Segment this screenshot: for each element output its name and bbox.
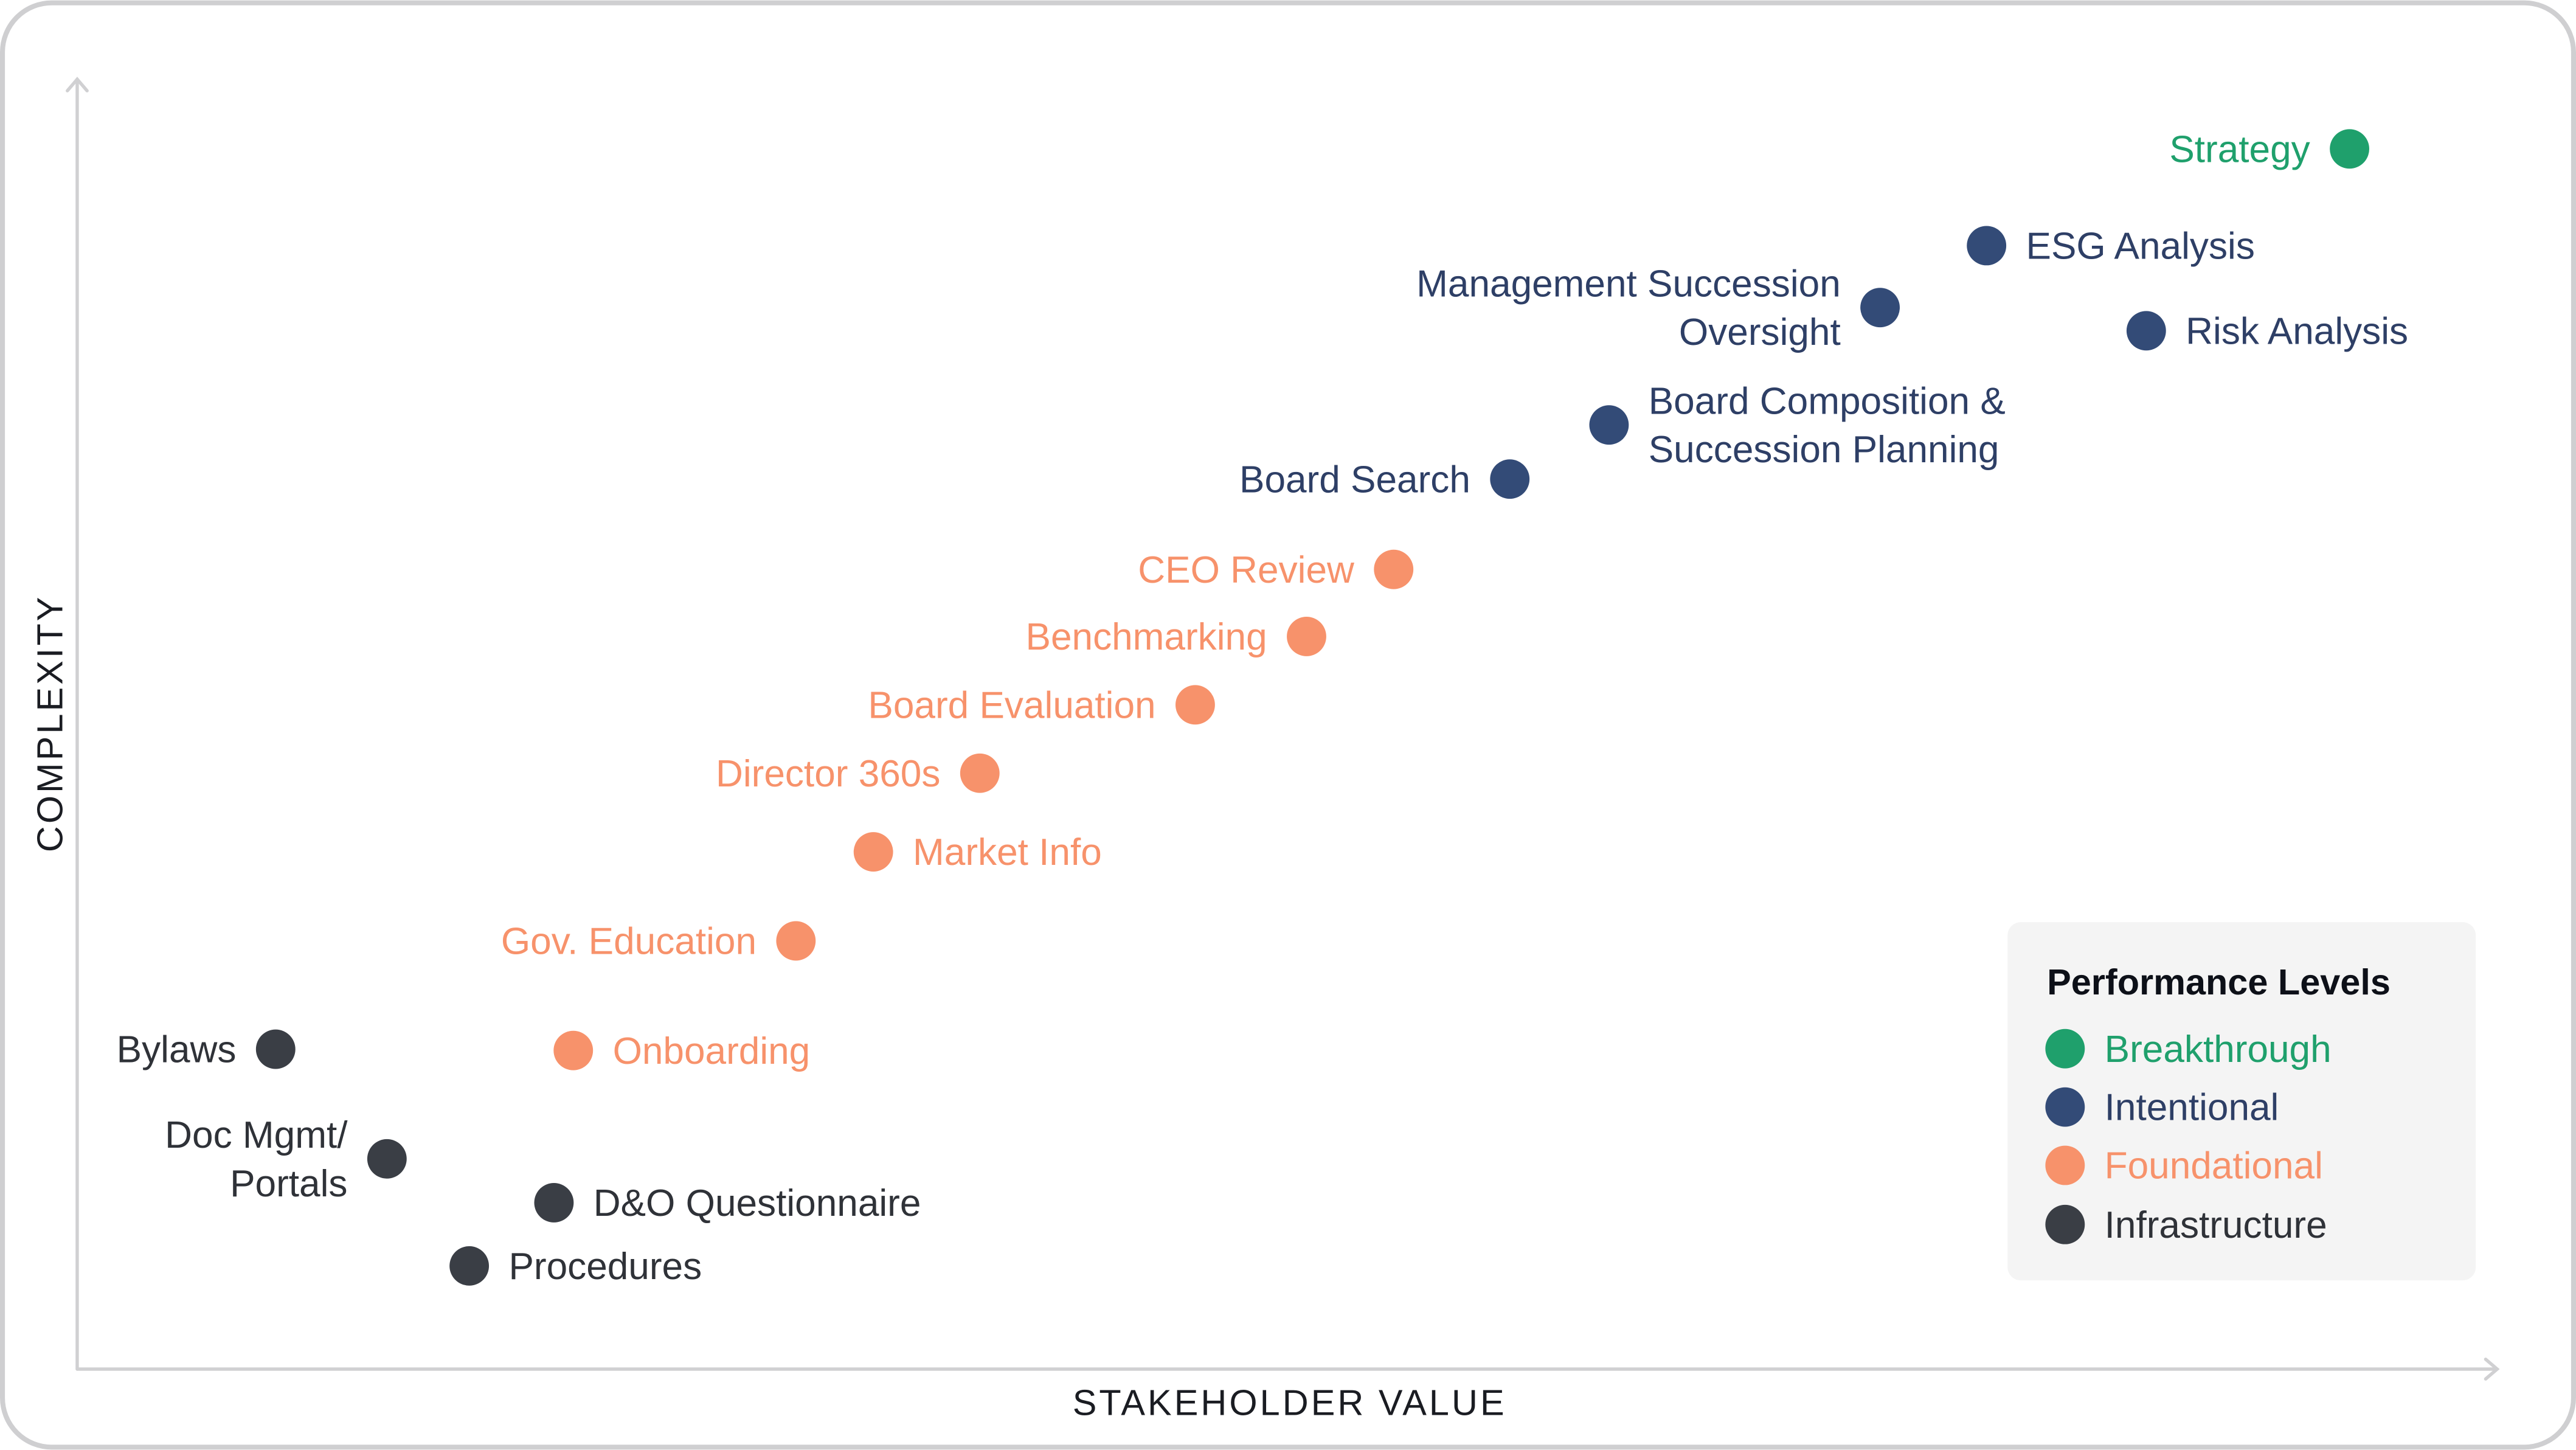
data-label: Board Composition & [1649, 380, 2006, 422]
data-label: Risk Analysis [2186, 310, 2408, 352]
legend-label: Intentional [2105, 1087, 2279, 1129]
data-points: Strategy ESG Analysis Management Successio… [117, 128, 2408, 1288]
data-point [1287, 617, 1326, 656]
data-label: Onboarding [613, 1030, 811, 1072]
data-label: Benchmarking [1026, 616, 1267, 658]
data-label: Board Evaluation [868, 684, 1155, 726]
data-label: Succession Planning [1649, 429, 2000, 471]
data-label: Bylaws [117, 1029, 237, 1071]
data-label: Doc Mgmt/ [165, 1114, 348, 1156]
data-point [960, 753, 1000, 793]
data-point [1967, 226, 2007, 266]
legend-marker [2045, 1087, 2085, 1127]
data-point [1490, 459, 1530, 499]
data-point [2126, 311, 2166, 351]
data-label: ESG Analysis [2026, 225, 2255, 267]
legend: Performance Levels Breakthrough Intention… [2007, 922, 2476, 1281]
data-label: Oversight [1679, 311, 1841, 353]
data-point [1860, 288, 1900, 328]
data-point [449, 1246, 490, 1286]
y-axis-label: COMPLEXITY [30, 595, 71, 853]
data-point [534, 1183, 574, 1223]
y-axis [66, 77, 89, 1371]
data-point [853, 832, 893, 872]
data-point [1374, 549, 1414, 589]
data-point [553, 1030, 594, 1070]
data-point [1175, 685, 1215, 725]
legend-marker [2045, 1145, 2085, 1185]
x-axis [75, 1358, 2500, 1381]
legend-marker [2045, 1029, 2085, 1069]
data-label: Procedures [508, 1246, 702, 1288]
data-label: D&O Questionnaire [594, 1182, 921, 1224]
data-label: Board Search [1239, 459, 1470, 501]
data-point [2330, 129, 2370, 169]
legend-label: Breakthrough [2105, 1029, 2332, 1070]
data-label: Gov. Education [501, 921, 757, 963]
data-label: Market Info [913, 831, 1102, 873]
data-label: Portals [230, 1163, 347, 1205]
x-axis-label: STAKEHOLDER VALUE [1073, 1382, 1507, 1423]
legend-title: Performance Levels [2047, 962, 2391, 1002]
legend-label: Foundational [2105, 1145, 2323, 1187]
data-label: Strategy [2169, 128, 2310, 170]
data-point [367, 1139, 407, 1179]
legend-marker [2045, 1204, 2085, 1244]
data-point [255, 1029, 296, 1069]
data-label: CEO Review [1138, 549, 1355, 591]
data-point [1589, 405, 1629, 445]
data-label: Management Succession [1416, 263, 1841, 305]
data-point [776, 921, 816, 961]
legend-label: Infrastructure [2105, 1204, 2327, 1246]
legend-box [2007, 922, 2476, 1281]
data-label: Director 360s [716, 753, 940, 795]
